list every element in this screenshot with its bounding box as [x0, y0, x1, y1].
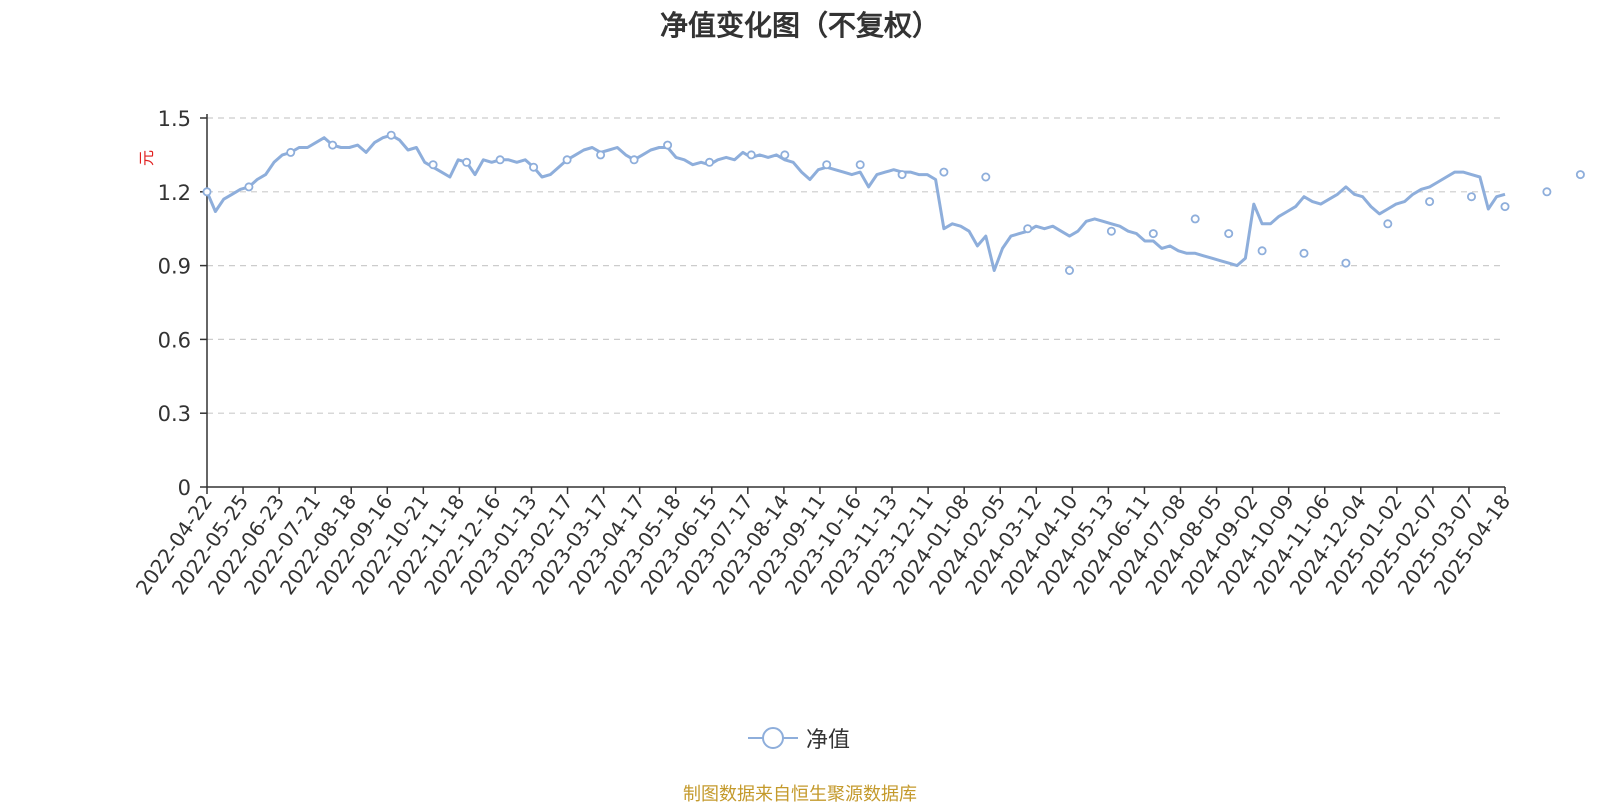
data-point — [746, 150, 756, 160]
data-point — [596, 150, 606, 160]
chart-title: 净值变化图（不复权） — [659, 9, 940, 42]
data-point — [1467, 192, 1477, 202]
y-tick-label: 1.2 — [158, 181, 191, 205]
data-point — [1190, 214, 1200, 224]
data-point — [1575, 170, 1585, 180]
data-point — [244, 182, 254, 192]
data-point — [1542, 187, 1552, 197]
data-point — [328, 140, 338, 150]
data-point — [1341, 258, 1351, 268]
data-point — [1500, 202, 1510, 212]
data-point — [1023, 224, 1033, 234]
data-point — [780, 150, 790, 160]
data-point — [1257, 246, 1267, 256]
data-point — [822, 160, 832, 170]
data-point — [1148, 229, 1158, 239]
y-tick-label: 0.6 — [158, 328, 191, 352]
y-tick-label: 0.3 — [158, 402, 191, 426]
data-point — [1224, 229, 1234, 239]
grid-layer — [207, 117, 1500, 414]
data-point — [855, 160, 865, 170]
data-point — [495, 155, 505, 165]
y-tick-label: 0.9 — [158, 255, 191, 279]
data-point — [629, 155, 639, 165]
data-point — [562, 155, 572, 165]
data-point — [462, 157, 472, 167]
data-point — [1065, 265, 1075, 275]
axis-layer: 00.30.60.91.21.5元2022-04-222022-05-25202… — [131, 107, 1515, 599]
data-point — [705, 157, 715, 167]
y-axis-unit-label: 元 — [137, 150, 156, 166]
data-point — [286, 147, 296, 157]
series-line — [205, 133, 1506, 272]
legend-marker-icon — [748, 727, 798, 749]
data-point — [1383, 219, 1393, 229]
data-point — [663, 140, 673, 150]
data-point — [529, 162, 539, 172]
data-point — [1425, 197, 1435, 207]
series-layer — [205, 133, 1506, 272]
data-point — [981, 172, 991, 182]
legend[interactable]: 净值 — [748, 722, 850, 754]
data-point — [386, 130, 396, 140]
data-point — [1106, 226, 1116, 236]
data-point — [1299, 248, 1309, 258]
data-point — [939, 167, 949, 177]
data-point — [202, 187, 212, 197]
source-note: 制图数据来自恒生聚源数据库 — [683, 784, 917, 805]
data-point — [428, 160, 438, 170]
y-tick-label: 0 — [178, 476, 191, 500]
marker-layer — [202, 130, 1585, 275]
data-point — [897, 170, 907, 180]
y-tick-label: 1.5 — [158, 107, 191, 131]
legend-label: 净值 — [806, 728, 851, 753]
